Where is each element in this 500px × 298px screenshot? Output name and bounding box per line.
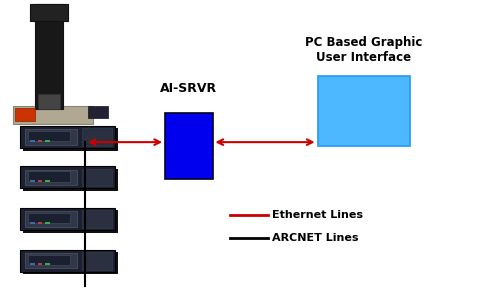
Bar — [12, 106, 92, 124]
Bar — [38, 222, 42, 224]
Bar — [22, 128, 118, 151]
Bar — [45, 222, 50, 224]
Bar — [15, 108, 35, 121]
Bar — [30, 222, 34, 224]
Bar — [35, 10, 62, 18]
Bar — [38, 94, 60, 109]
Bar — [30, 263, 34, 265]
Bar — [22, 252, 118, 274]
Bar — [20, 208, 115, 230]
Bar — [20, 166, 115, 188]
Bar — [30, 140, 34, 142]
Bar — [28, 131, 70, 141]
Text: AI-SRVR: AI-SRVR — [160, 82, 218, 95]
Bar — [20, 126, 115, 148]
Bar — [318, 76, 410, 146]
Bar — [20, 250, 115, 272]
Bar — [82, 128, 112, 146]
Bar — [82, 210, 112, 228]
Bar — [28, 172, 70, 181]
Bar — [45, 180, 50, 182]
Bar — [25, 170, 78, 185]
Bar — [25, 253, 78, 268]
Bar — [38, 180, 42, 182]
Bar — [30, 4, 68, 21]
Bar — [28, 255, 70, 265]
Bar — [25, 130, 78, 145]
Bar — [45, 140, 50, 142]
Bar — [38, 263, 42, 265]
Bar — [165, 113, 212, 179]
Bar — [25, 212, 78, 227]
Bar — [22, 210, 118, 232]
Bar — [82, 169, 112, 186]
Bar — [38, 140, 42, 142]
Bar — [82, 252, 112, 270]
Text: PC Based Graphic
User Interface: PC Based Graphic User Interface — [305, 36, 422, 64]
Bar — [30, 180, 34, 182]
Bar — [45, 263, 50, 265]
Text: ARCNET Lines: ARCNET Lines — [272, 233, 359, 243]
Bar — [22, 169, 118, 191]
Bar — [35, 4, 62, 109]
Bar — [28, 213, 70, 223]
Text: Ethernet Lines: Ethernet Lines — [272, 209, 364, 220]
Bar — [88, 106, 108, 118]
